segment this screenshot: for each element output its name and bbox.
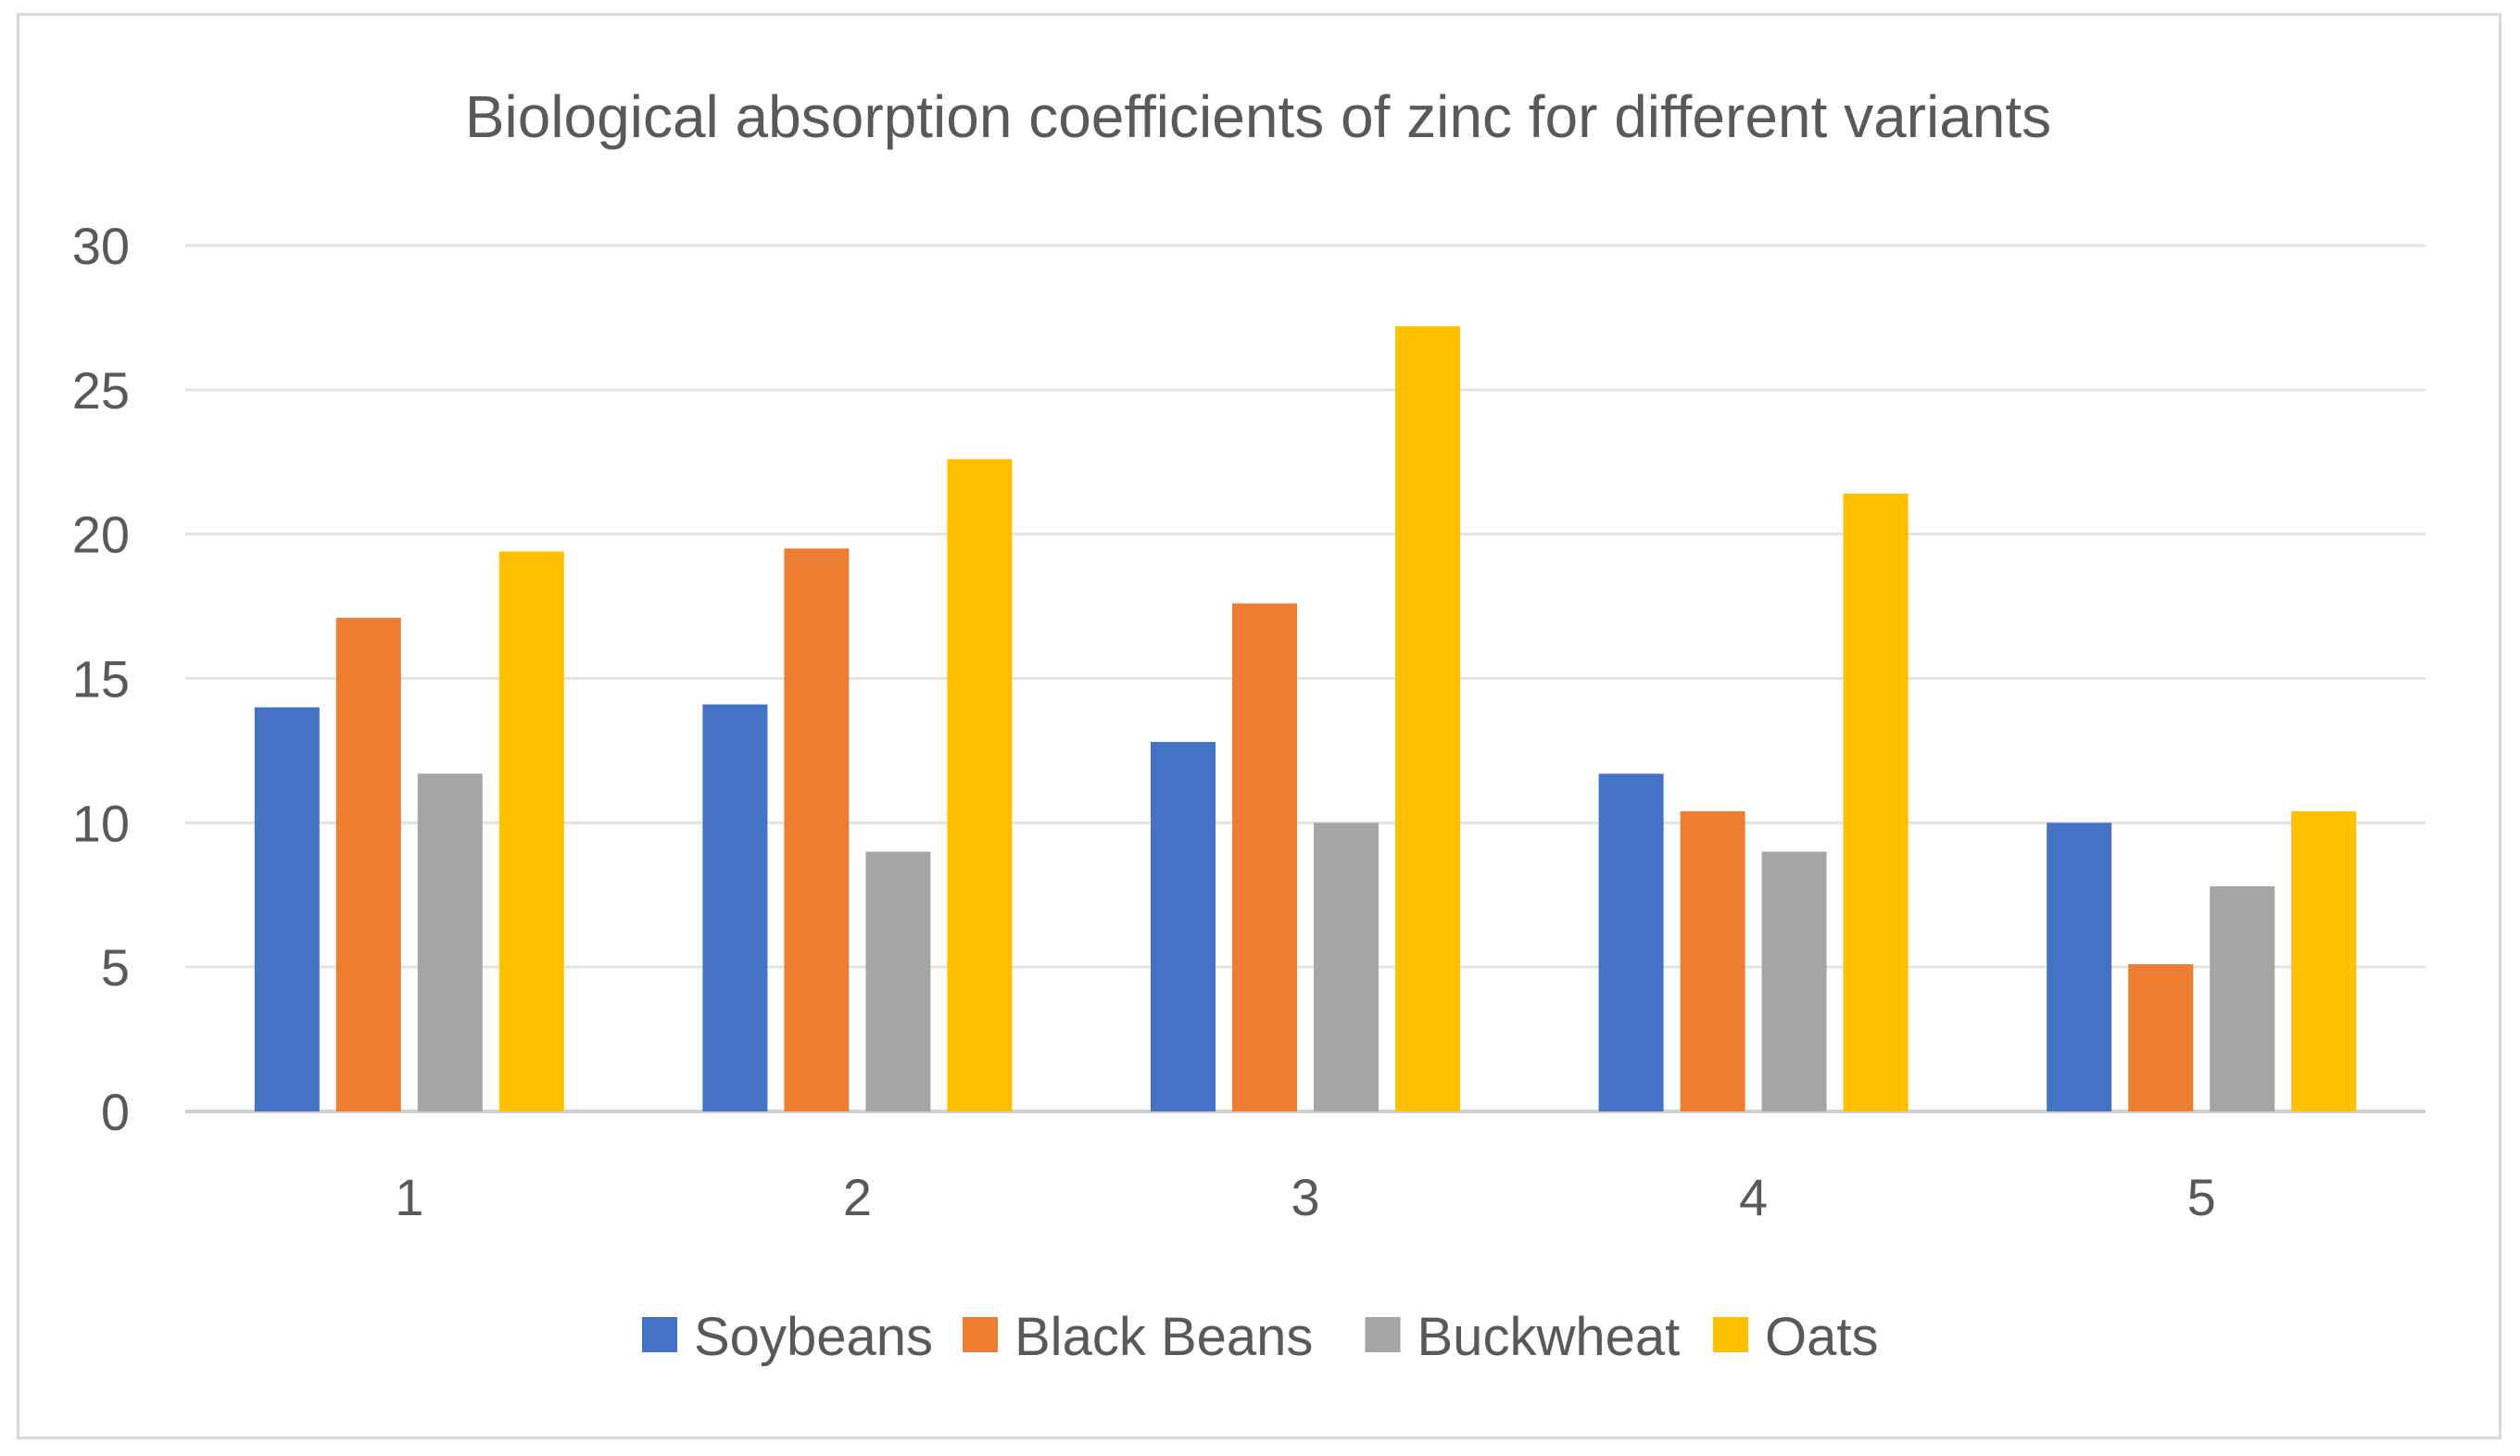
bar (254, 707, 320, 1111)
x-tick-label: 3 (1291, 1168, 1319, 1226)
bar (1395, 326, 1460, 1111)
y-tick-label: 15 (72, 650, 130, 709)
bar (702, 704, 768, 1111)
legend-label: Buckwheat (1418, 1307, 1681, 1367)
legend-label: Black Beans (1014, 1307, 1313, 1367)
bar (498, 551, 564, 1111)
bar (865, 851, 931, 1111)
bar (1680, 810, 1745, 1111)
legend-label: Soybeans (694, 1307, 933, 1367)
y-tick-label: 10 (72, 794, 130, 852)
bar (2210, 885, 2275, 1111)
y-tick-label: 30 (72, 217, 130, 275)
legend-swatch (1713, 1317, 1748, 1352)
bar (1232, 603, 1297, 1111)
bar (2047, 822, 2112, 1111)
y-tick-label: 20 (72, 506, 130, 564)
y-tick-label: 5 (101, 938, 130, 997)
legend-swatch (1365, 1317, 1401, 1352)
bar (417, 773, 483, 1111)
bar (784, 548, 850, 1111)
bar (947, 458, 1013, 1112)
bar (2128, 964, 2194, 1111)
y-axis-ticks: 0 5 10 15 20 25 30 (72, 217, 130, 1141)
x-axis-ticks: 1 2 3 4 5 (395, 1168, 2216, 1226)
legend: Soybeans Black Beans Buckwheat Oats (642, 1307, 1879, 1367)
bar (1598, 773, 1664, 1111)
bar (1843, 494, 1909, 1111)
y-tick-label: 25 (72, 361, 130, 420)
y-tick-label: 0 (101, 1083, 130, 1141)
bar (1314, 822, 1379, 1111)
bar (335, 618, 401, 1111)
legend-label: Oats (1765, 1307, 1879, 1367)
x-tick-label: 2 (843, 1168, 872, 1226)
chart-title: Biological absorption coefficients of zi… (465, 83, 2051, 150)
bar (2291, 810, 2357, 1111)
bar (1761, 851, 1827, 1111)
bar (1151, 742, 1216, 1111)
x-tick-label: 1 (395, 1168, 423, 1226)
legend-swatch (642, 1317, 677, 1352)
bars (254, 326, 2357, 1112)
x-tick-label: 5 (2187, 1168, 2216, 1226)
x-tick-label: 4 (1739, 1168, 1768, 1226)
legend-swatch (963, 1317, 998, 1352)
